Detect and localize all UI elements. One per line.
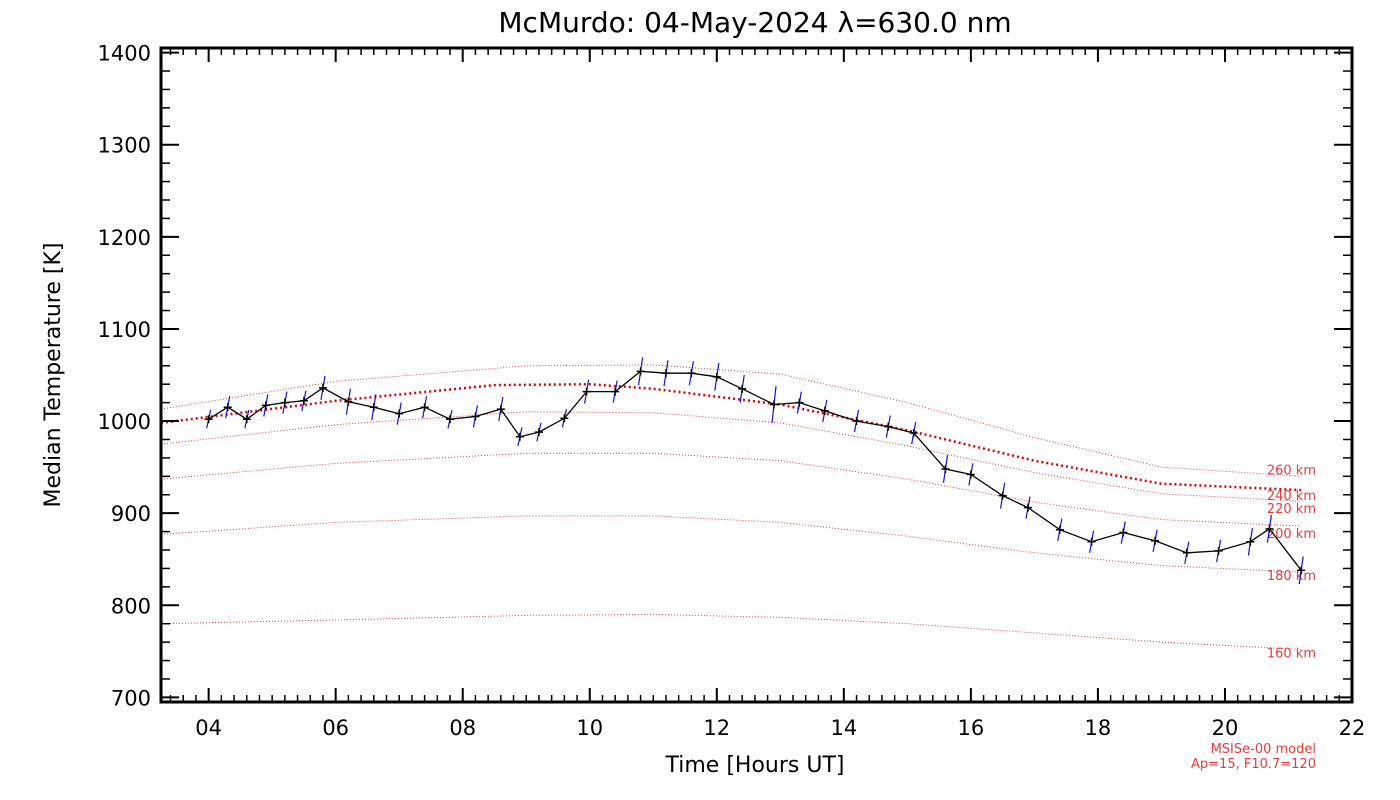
x-axis-label: Time [Hours UT]	[665, 753, 845, 778]
data-point	[1024, 503, 1033, 512]
model-curve-240-km	[160, 382, 1302, 492]
y-tick-label: 800	[111, 594, 151, 618]
x-tick-label: 22	[1339, 716, 1366, 740]
data-point	[1182, 548, 1191, 557]
data-point	[420, 403, 429, 412]
model-label-240-km: 240 km	[1267, 489, 1316, 504]
y-tick-label: 1100	[98, 318, 151, 342]
data-point	[884, 422, 893, 431]
y-tick-label: 1300	[98, 134, 151, 158]
model-params-note: Ap=15, F10.7=120	[1191, 757, 1316, 772]
data-point	[909, 429, 918, 438]
axis-ticks: 04 06 08 10 12 14 16 18 20 22 700 800 900 1000 1100 120…	[98, 42, 1366, 740]
data-point	[611, 387, 620, 396]
x-tick-label: 12	[703, 716, 730, 740]
plot-frame	[159, 46, 1354, 704]
model-note: MSISe-00 model	[1211, 742, 1316, 757]
y-axis-label: Median Temperature [K]	[41, 243, 66, 508]
data-series	[204, 357, 1306, 585]
model-curve-160-km	[160, 613, 1302, 650]
model-curves	[160, 364, 1302, 650]
data-point	[1119, 528, 1128, 537]
data-point	[204, 415, 213, 424]
data-point	[534, 428, 543, 437]
x-tick-label: 20	[1212, 716, 1239, 740]
model-curve-180-km	[160, 515, 1302, 573]
data-point	[395, 409, 404, 418]
data-point	[998, 491, 1007, 500]
x-tick-label: 08	[449, 716, 476, 740]
data-point	[636, 367, 645, 376]
data-point	[1055, 525, 1064, 534]
data-point	[280, 398, 289, 407]
data-point	[582, 387, 591, 396]
data-point	[318, 383, 327, 392]
data-point	[496, 405, 505, 414]
y-tick-label: 1400	[98, 42, 151, 66]
data-point	[852, 417, 861, 426]
data-point	[769, 400, 778, 409]
x-tick-label: 16	[958, 716, 985, 740]
x-tick-label: 06	[322, 716, 349, 740]
data-point	[820, 406, 829, 415]
x-tick-label: 18	[1085, 716, 1112, 740]
data-point	[223, 403, 232, 412]
data-point	[1265, 524, 1274, 533]
data-point	[738, 384, 747, 393]
x-tick-label: 04	[195, 716, 222, 740]
data-point	[1246, 537, 1255, 546]
data-point	[299, 396, 308, 405]
y-tick-label: 700	[111, 686, 151, 710]
data-point	[560, 414, 569, 423]
data-point	[966, 470, 975, 479]
data-point	[261, 401, 270, 410]
data-point	[446, 415, 455, 424]
data-point	[1297, 566, 1306, 575]
model-label-200-km: 200 km	[1267, 527, 1316, 542]
chart-title: McMurdo: 04-May-2024 λ=630.0 nm	[498, 6, 1011, 39]
data-point	[344, 397, 353, 406]
data-point	[1214, 546, 1223, 555]
data-point	[795, 398, 804, 407]
data-point	[471, 412, 480, 421]
y-tick-label: 1200	[98, 226, 151, 250]
y-tick-label: 1000	[98, 410, 151, 434]
model-label-160-km: 160 km	[1267, 647, 1316, 662]
data-point	[941, 464, 950, 473]
data-point	[1151, 536, 1160, 545]
model-label-220-km: 220 km	[1267, 502, 1316, 517]
y-tick-label: 900	[111, 502, 151, 526]
data-point	[661, 369, 670, 378]
x-tick-label: 10	[576, 716, 603, 740]
data-point	[712, 372, 721, 381]
data-point	[515, 432, 524, 441]
x-tick-label: 14	[830, 716, 857, 740]
model-label-180-km: 180 km	[1267, 569, 1316, 584]
model-curve-220-km	[160, 411, 1302, 502]
model-curve-260-km	[160, 364, 1302, 477]
data-point	[687, 369, 696, 378]
data-point	[1087, 537, 1096, 546]
data-point	[369, 403, 378, 412]
model-label-260-km: 260 km	[1267, 463, 1316, 478]
model-curve-200-km	[160, 452, 1302, 527]
data-point	[242, 415, 251, 424]
